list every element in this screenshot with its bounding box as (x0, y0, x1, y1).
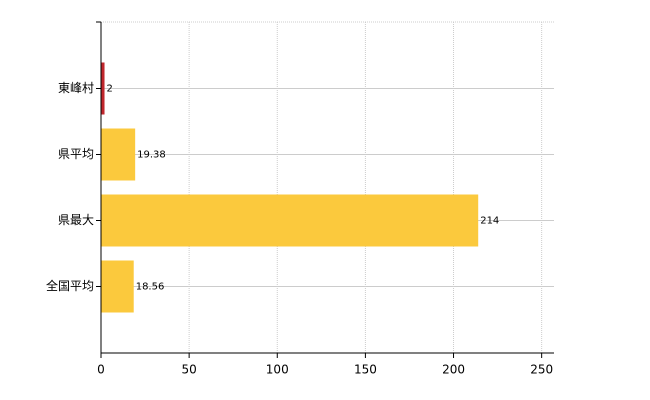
bar (101, 62, 105, 115)
x-tick-label: 150 (354, 363, 377, 377)
data-label: 2 (107, 84, 113, 95)
y-tick-label: 県平均 (58, 147, 94, 161)
x-tick-label: 250 (530, 363, 553, 377)
y-tick-label: 全国平均 (46, 278, 94, 293)
x-tick-label: 200 (442, 363, 465, 377)
bar (101, 128, 136, 181)
data-label: 18.56 (136, 282, 165, 293)
bar (101, 194, 479, 247)
y-tick-label: 東峰村 (58, 81, 94, 95)
data-label: 19.38 (137, 150, 166, 161)
x-tick-label: 100 (266, 363, 289, 377)
x-tick-label: 0 (97, 363, 105, 377)
x-tick-label: 50 (181, 363, 196, 377)
y-tick-label: 県最大 (58, 213, 94, 227)
data-label: 214 (480, 216, 499, 227)
bar (101, 260, 134, 313)
